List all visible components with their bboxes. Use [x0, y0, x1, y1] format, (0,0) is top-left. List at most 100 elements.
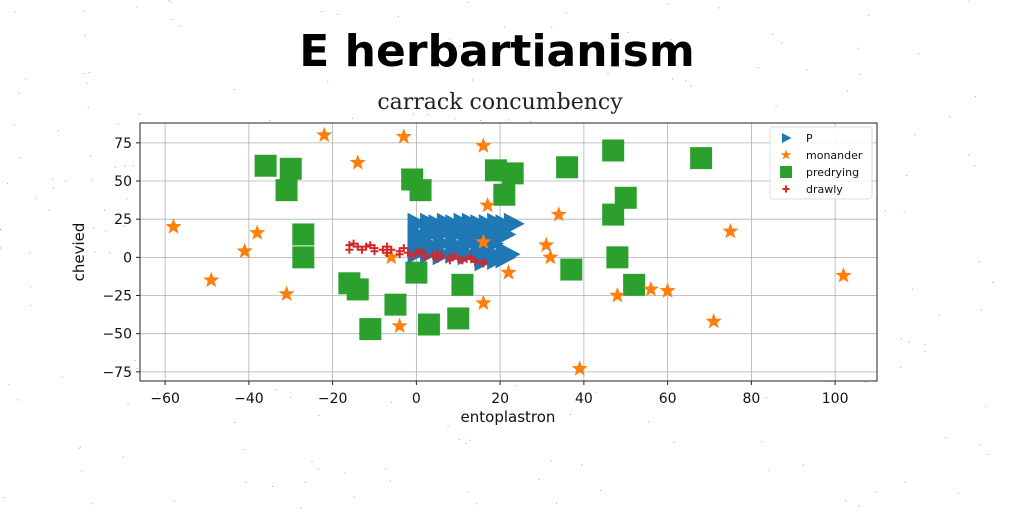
speckle-dot: [136, 6, 138, 8]
speckle-dot: [397, 16, 399, 18]
point-predrying: [346, 278, 369, 301]
speckle-dot: [173, 404, 175, 406]
speckle-dot: [109, 252, 111, 254]
speckle-dot: [387, 46, 389, 47]
speckle-dot: [938, 314, 940, 316]
speckle-dot: [83, 10, 85, 12]
speckle-dot: [0, 247, 2, 249]
point-drawly: [458, 256, 467, 265]
x-tick-label: 20: [491, 391, 509, 407]
speckle-dot: [530, 121, 531, 123]
point-drawly: [353, 242, 362, 251]
point-drawly: [445, 256, 454, 265]
data-marks: [165, 126, 852, 376]
y-tick-label: −75: [102, 365, 132, 381]
speckle-dot: [458, 438, 460, 440]
point-drawly: [366, 241, 375, 250]
speckle-dot: [632, 50, 633, 52]
speckle-dot: [3, 497, 5, 498]
speckle-dot: [172, 19, 173, 20]
point-monander: [249, 224, 266, 240]
legend-marker-P: [782, 133, 792, 143]
y-tick-label: 25: [114, 212, 132, 228]
speckle-dot: [806, 69, 808, 71]
series-drawly: [345, 239, 488, 268]
point-drawly: [450, 251, 459, 260]
point-drawly: [357, 245, 366, 254]
speckle-dot: [580, 109, 582, 111]
speckle-dot: [469, 439, 471, 441]
speckle-dot: [391, 401, 393, 403]
legend-marker-predrying: [780, 166, 792, 178]
legend-marker-drawly: [782, 185, 790, 193]
speckle-dot: [427, 114, 429, 116]
point-monander: [659, 282, 676, 298]
point-monander: [500, 264, 517, 280]
x-axis-label: entoplastron: [461, 408, 556, 426]
point-drawly: [471, 257, 479, 266]
y-tick-label: 0: [123, 250, 132, 266]
speckle-dot: [912, 288, 913, 290]
legend-box: [769, 126, 873, 200]
speckle-dot: [556, 502, 557, 504]
speckle-dot: [132, 165, 134, 167]
point-drawly: [345, 245, 354, 254]
speckle-dot: [30, 305, 32, 306]
speckle-dot: [127, 403, 129, 404]
point-monander: [316, 126, 333, 143]
speckle-dot: [61, 376, 63, 378]
speckle-dot: [304, 482, 306, 483]
speckle-dot: [52, 178, 53, 180]
point-monander: [642, 280, 659, 297]
speckle-dot: [18, 92, 20, 94]
speckle-dot: [0, 228, 1, 230]
speckle-dot: [114, 166, 116, 168]
point-monander: [475, 294, 492, 310]
point-drawly: [395, 250, 404, 259]
speckle-dot: [104, 209, 105, 211]
plot-area: −60 −40 −20 0 20 40 60 80 100 −75 −50 −25 0 25 50 75: [102, 122, 878, 407]
series-predrying: [254, 139, 713, 341]
point-monander: [722, 222, 739, 239]
speckle-dot: [924, 351, 926, 352]
speckle-dot: [93, 227, 95, 229]
speckle-dot: [454, 118, 456, 120]
point-predrying: [384, 293, 407, 316]
point-predrying: [254, 154, 277, 177]
legend-label-monander: monander: [806, 149, 863, 162]
speckle-dot: [846, 90, 848, 92]
speckle-dot: [353, 496, 355, 498]
x-tick-label: 100: [822, 391, 849, 407]
point-monander: [278, 285, 295, 301]
speckle-dot: [87, 106, 89, 108]
speckle-dot: [48, 209, 50, 211]
speckle-dot: [233, 89, 235, 91]
speckle-dot: [179, 25, 181, 27]
point-monander: [165, 218, 182, 234]
point-drawly: [408, 251, 417, 260]
legend-marker-monander: [780, 149, 792, 160]
speckle-dot: [81, 470, 83, 472]
speckle-dot: [459, 45, 461, 47]
speckle-dot: [385, 468, 387, 470]
speckle-dot: [865, 381, 867, 383]
point-P: [499, 243, 521, 266]
point-drawly: [412, 248, 421, 257]
speckle-dot: [136, 367, 138, 369]
speckle-dot: [24, 78, 26, 80]
speckle-dot: [170, 1, 172, 3]
speckle-dot: [627, 32, 629, 33]
speckle-dot: [508, 119, 510, 121]
speckle-dot: [781, 42, 783, 44]
series-monander: [165, 126, 852, 376]
speckle-dot: [768, 469, 770, 471]
point-predrying: [275, 179, 298, 202]
speckle-dot: [757, 67, 759, 68]
x-tick-label: −60: [150, 391, 180, 407]
speckle-dot: [550, 460, 552, 462]
speckle-dot: [57, 130, 59, 132]
x-tick-label: 80: [742, 391, 760, 407]
speckle-dot: [673, 441, 675, 443]
speckle-dot: [35, 197, 37, 199]
